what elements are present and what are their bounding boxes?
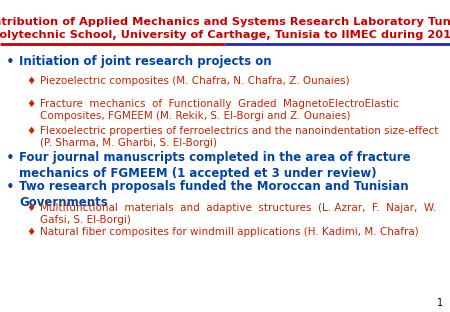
Text: Initiation of joint research projects on: Initiation of joint research projects on	[19, 55, 272, 68]
Text: Four journal manuscripts completed in the area of fracture
mechanics of FGMEEM (: Four journal manuscripts completed in th…	[19, 151, 410, 180]
Text: •: •	[6, 151, 15, 166]
Text: 1: 1	[437, 298, 443, 308]
Text: Fracture  mechanics  of  Functionally  Graded  MagnetoElectroElastic
Composites,: Fracture mechanics of Functionally Grade…	[40, 99, 399, 121]
Text: •: •	[6, 180, 15, 195]
Text: ♦: ♦	[26, 76, 35, 86]
Text: Piezoelectric composites (M. Chafra, N. Chafra, Z. Ounaies): Piezoelectric composites (M. Chafra, N. …	[40, 76, 350, 86]
Text: Flexoelectric properties of ferroelectrics and the nanoindentation size-effect
(: Flexoelectric properties of ferroelectri…	[40, 126, 438, 149]
Text: ♦: ♦	[26, 126, 35, 136]
Text: Multifunctional  materials  and  adaptive  structures  (L. Azrar,  F.  Najar,  W: Multifunctional materials and adaptive s…	[40, 203, 436, 225]
Text: •: •	[6, 55, 15, 70]
Text: ♦: ♦	[26, 99, 35, 109]
Text: Two research proposals funded the Moroccan and Tunisian
Governments: Two research proposals funded the Morocc…	[19, 180, 409, 209]
Text: Contribution of Applied Mechanics and Systems Research Laboratory Tunisia
Polyte: Contribution of Applied Mechanics and Sy…	[0, 17, 450, 40]
Text: Natural fiber composites for windmill applications (H. Kadimi, M. Chafra): Natural fiber composites for windmill ap…	[40, 227, 419, 237]
Text: ♦: ♦	[26, 227, 35, 237]
Text: ♦: ♦	[26, 203, 35, 213]
